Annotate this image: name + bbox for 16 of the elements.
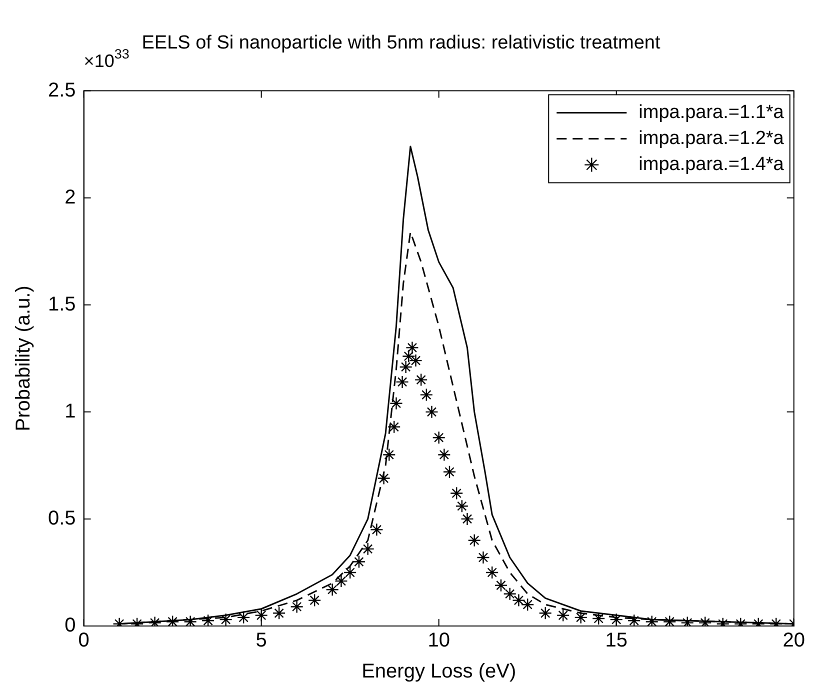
x-tick-label: 20 (782, 630, 805, 652)
y-tick-label: 0 (64, 614, 76, 637)
x-tick-label: 15 (605, 630, 628, 652)
legend-label: impa.para.=1.2*a (638, 128, 784, 150)
legend-label: impa.para.=1.1*a (638, 102, 784, 124)
x-tick-label: 5 (256, 630, 267, 652)
x-tick-label: 10 (428, 630, 450, 652)
y-tick-label: 1 (64, 400, 76, 422)
y-tick-label: 0.5 (48, 507, 76, 530)
y-tick-label: 2 (64, 186, 76, 208)
y-axis-title: Probability (a.u.) (12, 286, 35, 432)
legend-label: impa.para.=1.4*a (638, 154, 784, 176)
y-tick-label: 2.5 (48, 79, 76, 102)
y-tick-label: 1.5 (48, 293, 76, 316)
x-axis-title: Energy Loss (eV) (362, 660, 516, 683)
chart-title: EELS of Si nanoparticle with 5nm radius: relativistic treatment (142, 32, 661, 54)
